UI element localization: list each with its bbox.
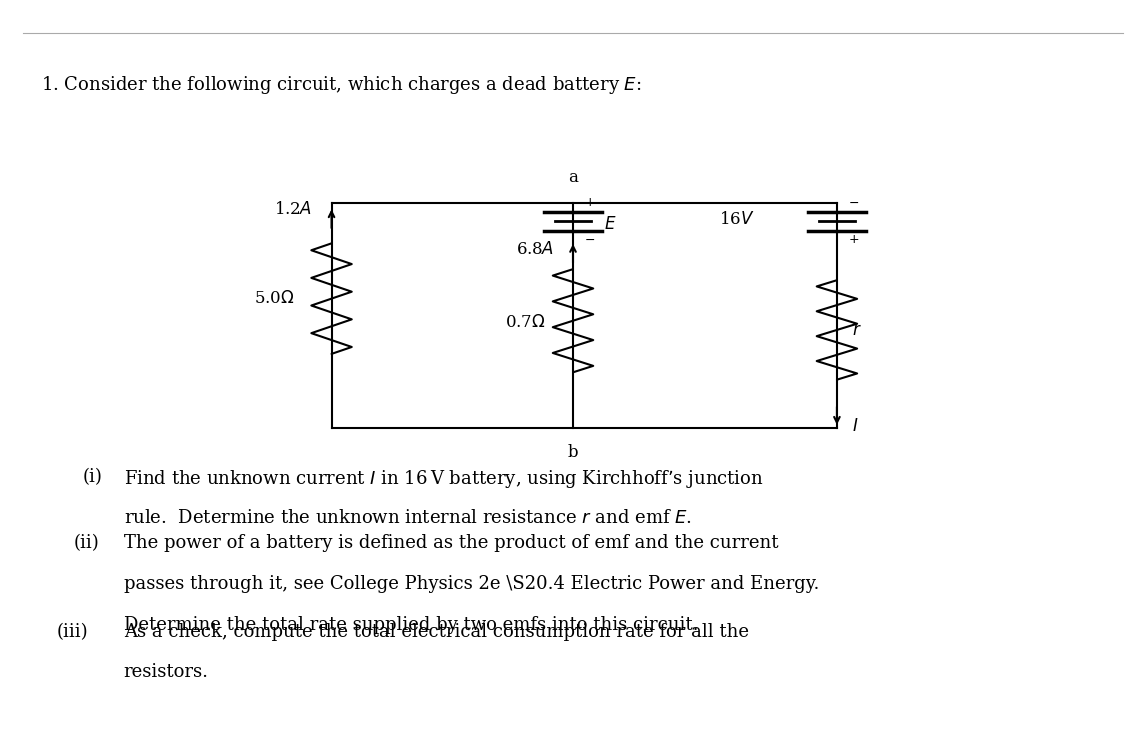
Text: $E$: $E$ — [604, 217, 617, 233]
Text: As a check, compute the total electrical consumption rate for all the: As a check, compute the total electrical… — [124, 623, 748, 641]
Text: b: b — [567, 444, 579, 461]
Text: a: a — [568, 169, 578, 186]
Text: Determine the total rate supplied by two emfs into this circuit.: Determine the total rate supplied by two… — [124, 615, 698, 633]
Text: $+$: $+$ — [848, 233, 860, 246]
Text: Find the unknown current $I$ in 16 V battery, using Kirchhoff’s junction: Find the unknown current $I$ in 16 V bat… — [124, 468, 763, 490]
Text: $+$: $+$ — [584, 196, 596, 209]
Text: $-$: $-$ — [848, 196, 860, 209]
Text: 1. Consider the following circuit, which charges a dead battery $E$:: 1. Consider the following circuit, which… — [40, 74, 642, 96]
Text: The power of a battery is defined as the product of emf and the current: The power of a battery is defined as the… — [124, 535, 778, 553]
Text: rule.  Determine the unknown internal resistance $r$ and emf $E$.: rule. Determine the unknown internal res… — [124, 508, 692, 526]
Text: $I$: $I$ — [851, 418, 858, 435]
Text: (iii): (iii) — [56, 623, 88, 641]
Text: $r$: $r$ — [851, 322, 862, 339]
Text: resistors.: resistors. — [124, 663, 209, 681]
Text: (i): (i) — [83, 468, 102, 486]
Text: 16$V$: 16$V$ — [720, 211, 755, 228]
Text: 5.0$\Omega$: 5.0$\Omega$ — [254, 290, 295, 307]
Text: 0.7$\Omega$: 0.7$\Omega$ — [505, 314, 545, 332]
Text: $-$: $-$ — [584, 233, 596, 246]
Text: 6.8$A$: 6.8$A$ — [516, 241, 554, 258]
Text: 1.2$A$: 1.2$A$ — [274, 201, 313, 217]
Text: passes through it, see College Physics 2e \S20.4 Electric Power and Energy.: passes through it, see College Physics 2… — [124, 575, 819, 593]
Text: (ii): (ii) — [73, 535, 99, 553]
